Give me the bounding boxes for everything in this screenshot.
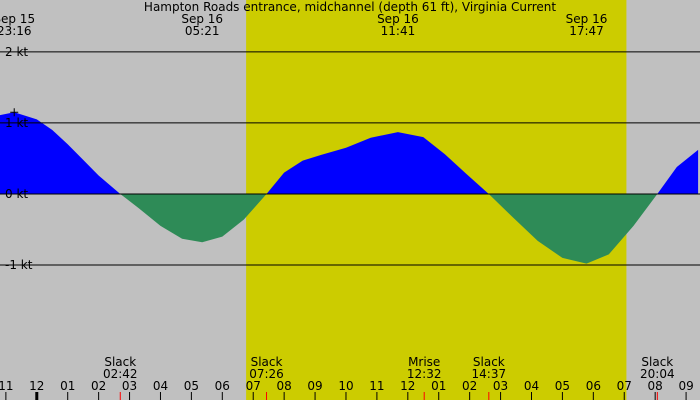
- extreme-date: Sep 16: [566, 12, 608, 26]
- x-tick-label: 12: [29, 379, 44, 393]
- event-time: 12:32: [407, 367, 442, 381]
- event-label: Mrise: [408, 355, 440, 369]
- x-tick-label: 05: [184, 379, 199, 393]
- x-tick-label: 04: [153, 379, 168, 393]
- y-tick-label: -1 kt: [5, 258, 33, 272]
- x-tick-label: 03: [122, 379, 137, 393]
- event-time: 02:42: [103, 367, 138, 381]
- x-tick-label: 02: [91, 379, 106, 393]
- x-tick-label: 11: [369, 379, 384, 393]
- extreme-time: 11:41: [381, 24, 416, 38]
- x-tick-label: 01: [60, 379, 75, 393]
- y-tick-label: 2 kt: [5, 45, 28, 59]
- flood-area: [0, 112, 699, 194]
- chart-title: Hampton Roads entrance, midchannel (dept…: [144, 0, 556, 14]
- event-label: Slack: [104, 355, 136, 369]
- event-time: 14:37: [472, 367, 507, 381]
- event-time: 20:04: [640, 367, 675, 381]
- extreme-date: Sep 15: [0, 12, 35, 26]
- event-label: Slack: [641, 355, 673, 369]
- x-tick-label: 10: [338, 379, 353, 393]
- max-marker: [10, 108, 19, 117]
- x-tick-label: 09: [307, 379, 322, 393]
- event-label: Slack: [473, 355, 505, 369]
- extreme-time: 05:21: [185, 24, 220, 38]
- x-tick-label: 07: [617, 379, 632, 393]
- extreme-time: 23:16: [0, 24, 32, 38]
- x-tick-label: 09: [678, 379, 693, 393]
- x-tick-label: 08: [277, 379, 292, 393]
- x-tick-label: 05: [555, 379, 570, 393]
- event-time: 07:26: [249, 367, 284, 381]
- y-tick-label: 1 kt: [5, 116, 28, 130]
- x-tick-label: 02: [462, 379, 477, 393]
- extreme-time: 17:47: [569, 24, 604, 38]
- x-tick-label: 03: [493, 379, 508, 393]
- extreme-date: Sep 16: [181, 12, 223, 26]
- x-tick-label: 04: [524, 379, 539, 393]
- x-tick-label: 11: [0, 379, 14, 393]
- event-label: Slack: [251, 355, 283, 369]
- x-tick-label: 06: [215, 379, 230, 393]
- extreme-date: Sep 16: [377, 12, 419, 26]
- x-tick-label: 06: [586, 379, 601, 393]
- x-tick-label: 07: [246, 379, 261, 393]
- x-tick-label: 08: [648, 379, 663, 393]
- y-tick-label: 0 kt: [5, 187, 28, 201]
- x-tick-label: 12: [400, 379, 415, 393]
- ebb-area: [0, 193, 699, 264]
- x-tick-label: 01: [431, 379, 446, 393]
